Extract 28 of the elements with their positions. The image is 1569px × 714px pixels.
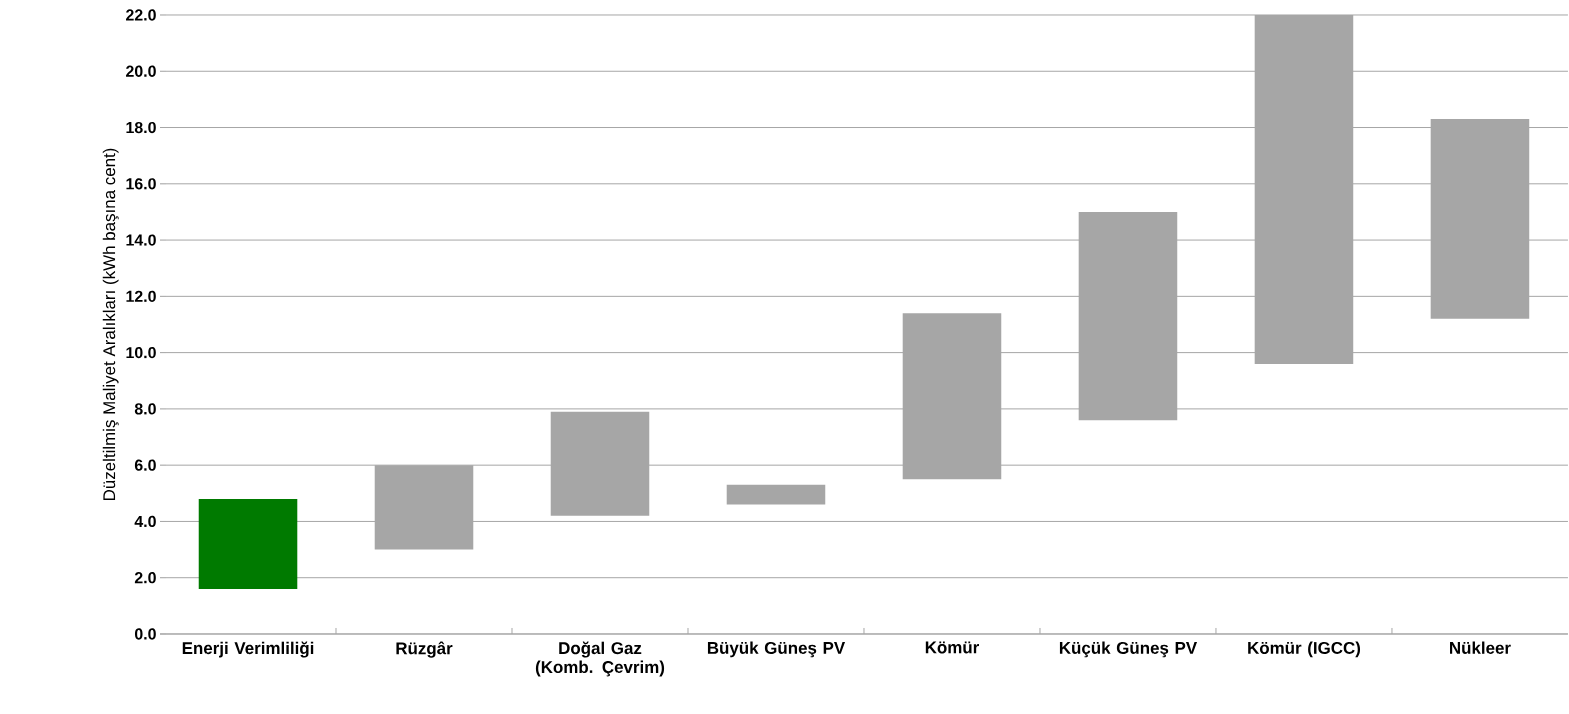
y-tick-label: 6.0 — [134, 459, 156, 471]
y-tick-label: 18.0 — [126, 121, 156, 134]
y-tick-label: 20.0 — [126, 65, 156, 77]
y-tick-label: 2.0 — [134, 572, 156, 584]
x-tick-label: Rüzgâr — [396, 641, 453, 658]
x-tick-label: Küçük Güneş PV — [1059, 641, 1198, 658]
y-axis-title: Düzeltilmiş Maliyet Aralıkları (kWh başına cent) — [102, 148, 119, 501]
bar — [726, 484, 826, 505]
x-tick-label: Büyük Güneş PV — [707, 641, 846, 658]
x-tick-label: Doğal Gaz (Komb. Çevrim) — [535, 641, 665, 677]
y-tick-label: 16.0 — [126, 178, 156, 190]
y-tick-label: 10.0 — [126, 346, 156, 359]
x-tick-label: Nükleer — [1450, 641, 1511, 654]
y-tick-label: 12.0 — [126, 290, 156, 302]
y-tick-label: 0.0 — [134, 628, 156, 640]
bar — [902, 313, 1002, 480]
x-tick-label: Enerji Verimliliği — [182, 641, 314, 658]
bar — [374, 465, 474, 550]
bar — [1078, 211, 1178, 421]
y-tick-label: 4.0 — [134, 515, 156, 528]
bar — [550, 411, 650, 516]
x-tick-label: Kömür (IGCC) — [1248, 641, 1361, 658]
y-tick-label: 22.0 — [126, 9, 156, 21]
y-tick-label: 14.0 — [126, 234, 156, 246]
bar — [1430, 119, 1530, 319]
bar — [198, 498, 298, 589]
y-tick-label: 8.0 — [134, 403, 156, 415]
x-tick-label: Kömür — [925, 641, 979, 654]
